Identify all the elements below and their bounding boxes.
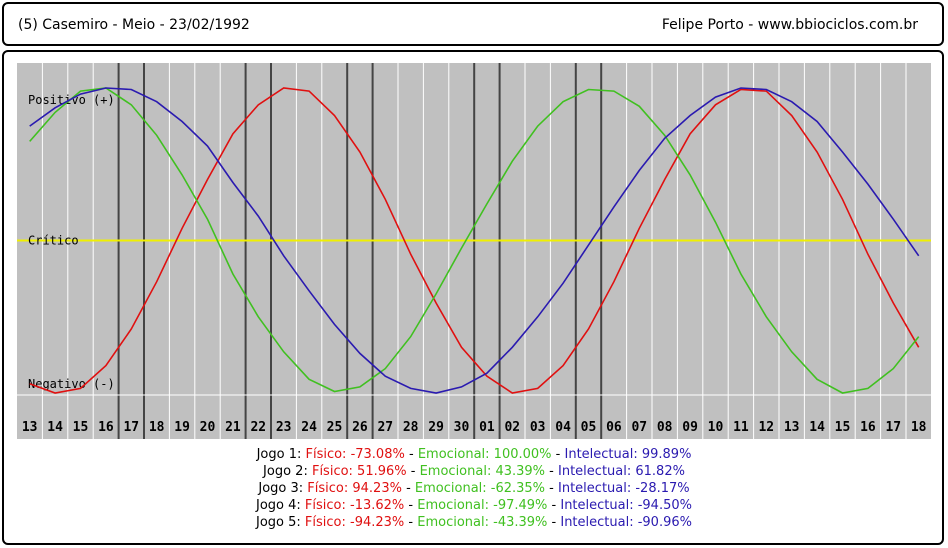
x-tick-label: 23	[276, 420, 292, 435]
legend-fisico: Físico: -13.62%	[304, 498, 405, 513]
x-tick-label: 12	[758, 420, 774, 435]
x-tick-label: 01	[479, 420, 495, 435]
legend-emocional: Emocional: 100.00%	[417, 447, 552, 462]
y-label-critical: Crítico	[28, 234, 79, 248]
x-tick-label: 18	[911, 420, 927, 435]
x-tick-label: 07	[631, 420, 647, 435]
x-tick-label: 13	[784, 420, 800, 435]
series-line-intelectual	[29, 87, 920, 394]
legend-label: Jogo 1:	[256, 447, 302, 462]
legend: Jogo 1: Físico: -73.08% - Emocional: 100…	[0, 446, 948, 531]
x-tick-label: 08	[657, 420, 673, 435]
header-panel: (5) Casemiro - Meio - 23/02/1992 Felipe …	[2, 2, 944, 46]
x-tick-label: 20	[200, 420, 216, 435]
x-tick-label: 29	[428, 420, 444, 435]
legend-emocional: Emocional: 43.39%	[419, 464, 546, 479]
legend-emocional: Emocional: -62.35%	[414, 481, 546, 496]
x-tick-label: 22	[250, 420, 266, 435]
legend-row: Jogo 2: Físico: 51.96% - Emocional: 43.3…	[263, 464, 685, 479]
legend-intelectual: Intelectual: 61.82%	[558, 464, 685, 479]
legend-intelectual: Intelectual: 99.89%	[564, 447, 692, 462]
x-tick-label: 26	[352, 420, 368, 435]
legend-intelectual: Intelectual: -90.96%	[560, 515, 692, 530]
x-tick-label: 03	[530, 420, 546, 435]
legend-fisico: Físico: 51.96%	[311, 464, 407, 479]
header-title: (5) Casemiro - Meio - 23/02/1992	[18, 17, 250, 33]
legend-emocional: Emocional: -43.39%	[417, 515, 548, 530]
x-tick-label: 14	[47, 420, 63, 435]
x-tick-label: 04	[555, 420, 571, 435]
x-tick-label: 09	[682, 420, 698, 435]
legend-fisico: Físico: 94.23%	[307, 481, 402, 496]
x-tick-label: 18	[149, 420, 165, 435]
legend-fisico: Físico: -73.08%	[305, 447, 405, 462]
x-tick-label: 11	[733, 420, 749, 435]
x-tick-label: 15	[73, 420, 89, 435]
legend-label: Jogo 2:	[263, 464, 308, 479]
legend-intelectual: Intelectual: -94.50%	[560, 498, 692, 513]
x-tick-label: 16	[860, 420, 876, 435]
legend-fisico: Físico: -94.23%	[304, 515, 405, 530]
series-line-emocional	[29, 87, 920, 394]
x-tick-label: 27	[377, 420, 393, 435]
x-tick-label: 05	[581, 420, 597, 435]
legend-row: Jogo 4: Físico: -13.62% - Emocional: -97…	[256, 498, 692, 513]
x-tick-label: 06	[606, 420, 622, 435]
x-tick-label: 16	[98, 420, 114, 435]
x-tick-label: 17	[885, 420, 901, 435]
x-tick-label: 15	[835, 420, 851, 435]
legend-row: Jogo 5: Físico: -94.23% - Emocional: -43…	[256, 515, 692, 530]
legend-intelectual: Intelectual: -28.17%	[558, 481, 690, 496]
x-tick-label: 30	[454, 420, 470, 435]
legend-label: Jogo 3:	[258, 481, 304, 496]
legend-row: Jogo 1: Físico: -73.08% - Emocional: 100…	[256, 447, 692, 462]
x-tick-label: 21	[225, 420, 241, 435]
y-label-negative: Negativo (-)	[28, 377, 115, 391]
x-tick-label: 24	[301, 420, 317, 435]
y-label-positive: Positivo (+)	[28, 93, 115, 107]
x-tick-label: 02	[504, 420, 520, 435]
legend-row: Jogo 3: Físico: 94.23% - Emocional: -62.…	[258, 481, 690, 496]
header-site: Felipe Porto - www.bbiociclos.com.br	[661, 17, 918, 33]
x-tick-label: 10	[708, 420, 724, 435]
x-tick-label: 14	[809, 420, 825, 435]
series-line-físico	[29, 87, 920, 394]
x-tick-label: 17	[123, 420, 139, 435]
x-tick-label: 13	[22, 420, 38, 435]
x-tick-label: 28	[403, 420, 419, 435]
x-tick-label: 25	[327, 420, 343, 435]
x-tick-label: 19	[174, 420, 190, 435]
biorhythm-chart: Positivo (+) Crítico Negativo (-) 13 14 15 16 1…	[17, 63, 931, 439]
legend-label: Jogo 5:	[256, 515, 301, 530]
legend-emocional: Emocional: -97.49%	[417, 498, 548, 513]
legend-label: Jogo 4:	[256, 498, 301, 513]
